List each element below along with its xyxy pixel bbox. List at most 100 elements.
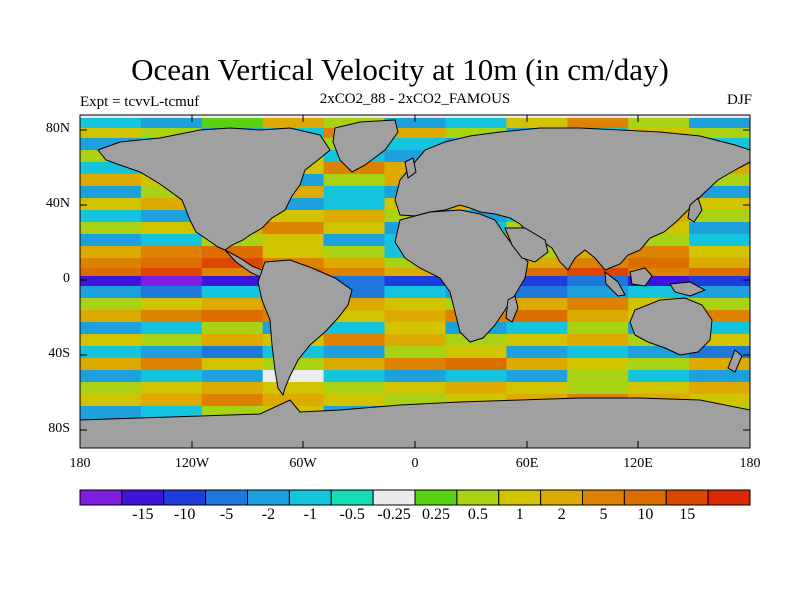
velocity-cell <box>201 286 264 298</box>
colorbar-swatch <box>623 489 667 506</box>
velocity-cell <box>323 174 385 186</box>
velocity-cell <box>506 276 568 286</box>
velocity-cell <box>80 298 142 310</box>
velocity-cell <box>80 322 142 334</box>
colorbar-swatch <box>372 489 416 506</box>
velocity-cell <box>567 334 629 346</box>
velocity-cell <box>628 118 690 128</box>
velocity-cell <box>689 268 750 276</box>
velocity-cell <box>384 334 446 346</box>
velocity-cell <box>262 234 325 246</box>
velocity-cell <box>384 358 446 370</box>
velocity-cell <box>567 358 629 370</box>
velocity-cell <box>689 222 750 234</box>
experiment-label: Expt = tcvvL-tcmuf <box>80 94 200 110</box>
y-tick-label: 80N <box>45 121 70 136</box>
velocity-cell <box>201 322 264 334</box>
velocity-cell <box>140 246 203 258</box>
velocity-cell <box>567 118 629 128</box>
x-tick-label: 120W <box>174 456 210 471</box>
velocity-cell <box>323 370 385 382</box>
velocity-cell <box>140 118 203 128</box>
y-tick-label: 40S <box>48 346 70 361</box>
velocity-cell <box>323 210 385 222</box>
velocity-cell <box>506 358 568 370</box>
colorbar-swatch <box>707 489 751 506</box>
velocity-cell <box>201 382 264 394</box>
colorbar-swatch <box>288 489 332 506</box>
velocity-cell <box>689 210 750 222</box>
colorbar-swatch <box>456 489 500 506</box>
y-tick-label: 40N <box>45 196 70 211</box>
antarctica <box>80 397 750 448</box>
velocity-cell <box>323 346 385 358</box>
velocity-cell <box>140 382 203 394</box>
velocity-cell <box>689 258 750 268</box>
colorbar-label: 2 <box>557 506 566 523</box>
y-tick-label: 80S <box>48 421 70 436</box>
velocity-cell <box>506 268 568 276</box>
colorbar-swatch <box>247 489 290 506</box>
colorbar-label: 0.5 <box>467 506 488 523</box>
colorbar-swatch <box>582 489 625 506</box>
colorbar-label: -1 <box>303 506 317 523</box>
colorbar-label: 0.25 <box>421 506 450 523</box>
velocity-cell <box>506 370 568 382</box>
south-america <box>257 259 353 397</box>
velocity-cell <box>80 286 142 298</box>
velocity-cell <box>445 118 507 128</box>
velocity-cell <box>140 128 203 138</box>
sumatra <box>604 270 626 297</box>
velocity-cell <box>201 118 264 128</box>
velocity-cell <box>384 298 446 310</box>
velocity-cell <box>384 138 446 150</box>
velocity-cell <box>80 210 142 222</box>
velocity-cell <box>201 246 264 258</box>
colorbar-label: 10 <box>637 506 654 523</box>
colorbar-swatch <box>498 489 542 506</box>
comparison-label: 2xCO2_88 - 2xCO2_FAMOUS <box>319 91 511 107</box>
velocity-cell <box>689 276 750 286</box>
arabia <box>504 227 549 263</box>
velocity-cell <box>628 382 690 394</box>
velocity-cell <box>140 286 203 298</box>
velocity-cell <box>323 222 385 234</box>
velocity-cell <box>201 310 264 322</box>
velocity-cell <box>323 268 385 276</box>
velocity-cell <box>506 258 568 268</box>
velocity-cell <box>384 310 446 322</box>
x-tick-label: 180 <box>739 456 761 471</box>
velocity-cell <box>262 222 325 234</box>
velocity-cell <box>80 234 142 246</box>
velocity-cell <box>506 334 568 346</box>
madagascar <box>505 295 519 323</box>
velocity-cell <box>201 394 264 406</box>
velocity-cell <box>80 118 142 128</box>
velocity-cell <box>80 186 142 198</box>
borneo <box>629 267 653 287</box>
velocity-cell <box>567 298 629 310</box>
velocity-cell <box>689 128 750 138</box>
colorbar-swatch <box>414 489 458 506</box>
velocity-cell <box>201 370 264 382</box>
velocity-cell <box>689 298 750 310</box>
velocity-cell <box>323 258 385 268</box>
velocity-cell <box>80 370 142 382</box>
velocity-cell <box>628 276 690 286</box>
x-tick-label: 120E <box>623 456 653 471</box>
velocity-cell <box>80 334 142 346</box>
velocity-cell <box>80 222 142 234</box>
velocity-cell <box>506 298 568 310</box>
velocity-cell <box>506 286 568 298</box>
velocity-cell <box>323 234 385 246</box>
velocity-cell <box>384 346 446 358</box>
velocity-cell <box>140 298 203 310</box>
x-tick-label: 0 <box>411 456 419 471</box>
velocity-cell <box>628 370 690 382</box>
velocity-cell <box>323 246 385 258</box>
x-tick-label: 60W <box>289 456 317 471</box>
new-guinea <box>669 281 707 297</box>
british-isles <box>404 157 417 179</box>
velocity-cell <box>140 358 203 370</box>
velocity-cell <box>80 358 142 370</box>
